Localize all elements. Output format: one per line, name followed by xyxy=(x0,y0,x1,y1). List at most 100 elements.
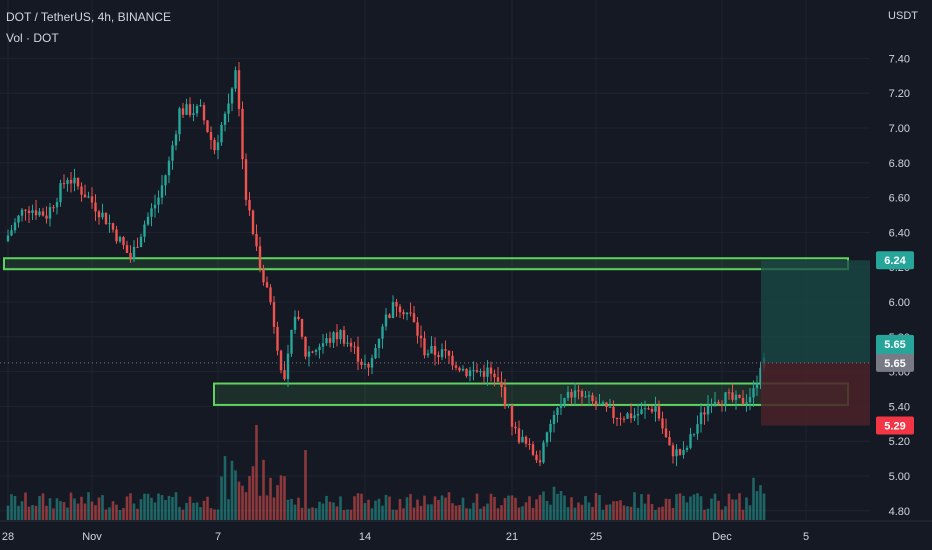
candle xyxy=(475,370,479,372)
volume-bar xyxy=(584,495,587,520)
candle xyxy=(178,108,181,135)
candle xyxy=(489,367,493,374)
volume-bar xyxy=(622,505,626,520)
volume-bar xyxy=(570,497,573,520)
candlesticks xyxy=(6,61,766,467)
candle xyxy=(108,223,111,225)
candle xyxy=(153,204,157,209)
volume-bar xyxy=(45,505,48,520)
candle xyxy=(412,313,416,323)
price-tick-label: 5.40 xyxy=(889,401,910,413)
candle xyxy=(657,406,661,419)
volume-bar xyxy=(531,507,535,520)
volume-bar xyxy=(192,502,195,520)
volume-bar xyxy=(41,493,45,520)
candle xyxy=(521,436,524,443)
volume-bar xyxy=(650,504,654,520)
candle xyxy=(346,342,349,344)
candle xyxy=(41,211,45,216)
price-tick-label: 5.20 xyxy=(889,436,910,448)
volume-bar xyxy=(391,509,395,520)
candle xyxy=(244,159,248,200)
volume-bar xyxy=(171,497,174,520)
volume-bar xyxy=(220,476,223,520)
volume-bar xyxy=(727,493,731,520)
candle xyxy=(671,445,675,457)
volume-bar xyxy=(685,502,689,520)
candle xyxy=(311,351,314,353)
volume-bar xyxy=(521,506,524,520)
volume-bar xyxy=(538,494,542,520)
volume-bar xyxy=(689,496,692,520)
volume-bar xyxy=(552,486,556,520)
candle xyxy=(734,394,738,400)
volume-bar xyxy=(381,505,384,520)
candle xyxy=(265,282,269,288)
candle xyxy=(216,142,220,151)
candle xyxy=(741,398,745,404)
candle xyxy=(405,312,409,315)
volume-bar xyxy=(10,494,13,520)
volume-bar xyxy=(136,508,139,520)
volume-bar xyxy=(101,495,104,520)
volume-indicator-label[interactable]: Vol · DOT xyxy=(6,31,59,45)
candle xyxy=(55,202,59,208)
volume-bar xyxy=(402,508,405,520)
candle xyxy=(181,108,185,115)
candle xyxy=(209,132,213,140)
volume-bar xyxy=(244,492,248,520)
candle xyxy=(241,108,244,160)
volume-bar xyxy=(430,504,433,520)
volume-bar xyxy=(237,481,241,520)
candle xyxy=(6,235,10,242)
volume-bar xyxy=(115,504,118,520)
candle xyxy=(577,390,580,392)
candle xyxy=(237,70,241,109)
candle xyxy=(251,210,255,235)
candle xyxy=(689,434,692,448)
candle xyxy=(171,145,174,161)
volume-bar xyxy=(279,475,283,520)
candle xyxy=(293,316,297,330)
symbol-title[interactable]: DOT / TetherUS, 4h, BINANCE xyxy=(6,10,171,24)
volume-bar xyxy=(535,499,538,520)
candle xyxy=(220,124,223,143)
time-axis[interactable]: 28 Nov 7 14 21 25 Dec 5 xyxy=(0,520,932,543)
price-badge-stop xyxy=(876,416,914,435)
candle xyxy=(472,370,475,372)
volume-bar xyxy=(486,503,489,520)
volume-bar xyxy=(608,504,612,520)
price-tick-label: 4.80 xyxy=(889,506,910,518)
volume-bar xyxy=(178,506,181,520)
volume-bar xyxy=(440,495,444,520)
candle xyxy=(643,408,647,410)
candle xyxy=(713,402,717,405)
candle xyxy=(101,212,104,218)
volume-bar xyxy=(157,493,160,520)
volume-bar xyxy=(62,502,66,520)
volume-bar xyxy=(356,493,360,520)
volume-bar xyxy=(461,497,465,520)
candle xyxy=(59,183,62,203)
price-tick-label: 6.60 xyxy=(889,193,910,205)
candle xyxy=(531,444,535,455)
candle xyxy=(76,177,80,187)
volume-bar xyxy=(643,503,647,520)
volume-bar xyxy=(472,502,475,520)
volume-bar xyxy=(661,506,664,520)
volume-bar xyxy=(13,495,17,520)
volume-bar xyxy=(17,505,20,520)
candle xyxy=(636,413,640,416)
candle xyxy=(563,397,566,405)
price-axis[interactable]: 4.805.005.205.405.605.806.006.206.406.60… xyxy=(889,53,910,517)
candle xyxy=(160,185,164,198)
candle xyxy=(125,245,129,254)
candle xyxy=(83,194,87,198)
candle xyxy=(430,345,433,354)
volume-bar xyxy=(556,493,559,520)
candle xyxy=(706,404,710,415)
candle xyxy=(377,338,381,348)
candle xyxy=(433,345,437,356)
candle xyxy=(258,246,262,269)
